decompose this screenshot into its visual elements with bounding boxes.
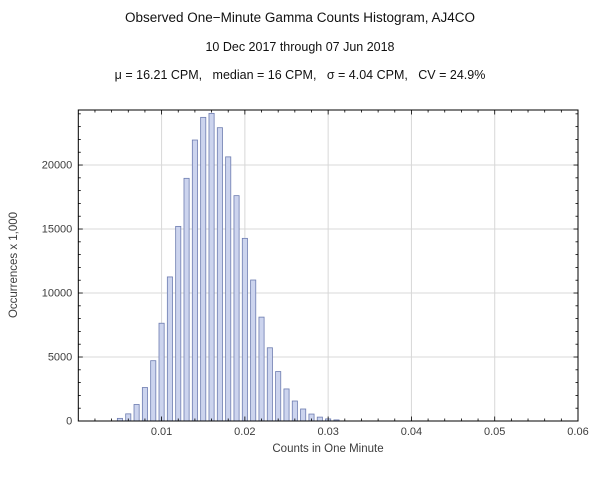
histogram-bar [225, 156, 232, 422]
histogram-bar [300, 408, 307, 422]
histogram-bar [258, 316, 265, 422]
y-tick-label: 15000 [42, 224, 73, 236]
y-tick-label: 0 [66, 416, 72, 428]
x-tick-label: 0.06 [567, 426, 588, 438]
y-axis-label: Occurrences x 1,000 [8, 212, 20, 318]
histogram-bar [291, 400, 298, 422]
x-axis-label: Counts in One Minute [272, 443, 383, 455]
histogram-bar [166, 276, 173, 422]
histogram-bar [200, 116, 207, 422]
y-tick-labels: 0 5000 10000 15000 20000 [42, 160, 73, 428]
histogram-bar [158, 322, 165, 422]
histogram-bar [208, 112, 215, 422]
histogram-bar [183, 177, 190, 422]
histogram-bar [175, 225, 182, 422]
histogram-bar [275, 371, 282, 422]
x-tick-label: 0.02 [234, 426, 255, 438]
histogram-bar [216, 127, 223, 422]
histogram-bar [191, 139, 198, 422]
histogram-bar [266, 347, 273, 422]
histogram-bar [316, 416, 323, 422]
histogram-bar [283, 388, 290, 422]
histogram-bar [150, 360, 157, 422]
x-tick-label: 0.05 [484, 426, 505, 438]
x-tick-label: 0.01 [151, 426, 172, 438]
x-tick-label: 0.03 [317, 426, 338, 438]
histogram-bar [241, 237, 248, 422]
histogram-bar [133, 404, 140, 422]
bars [116, 112, 340, 422]
chart-subtitle: 10 Dec 2017 through 07 Jun 2018 [205, 40, 395, 54]
x-tick-labels: 0.01 0.02 0.03 0.04 0.05 0.06 [151, 426, 589, 438]
histogram-bar [141, 387, 148, 422]
chart-title: Observed One−Minute Gamma Counts Histogr… [124, 10, 476, 25]
histogram-bar [233, 195, 240, 422]
y-tick-label: 10000 [42, 288, 73, 300]
ticks [78, 110, 579, 422]
y-tick-label: 5000 [48, 352, 72, 364]
y-tick-label: 20000 [42, 160, 73, 172]
x-tick-label: 0.04 [401, 426, 422, 438]
histogram-bar [250, 279, 257, 422]
chart-stats-line: μ = 16.21 CPM, median = 16 CPM, σ = 4.04… [114, 68, 486, 82]
